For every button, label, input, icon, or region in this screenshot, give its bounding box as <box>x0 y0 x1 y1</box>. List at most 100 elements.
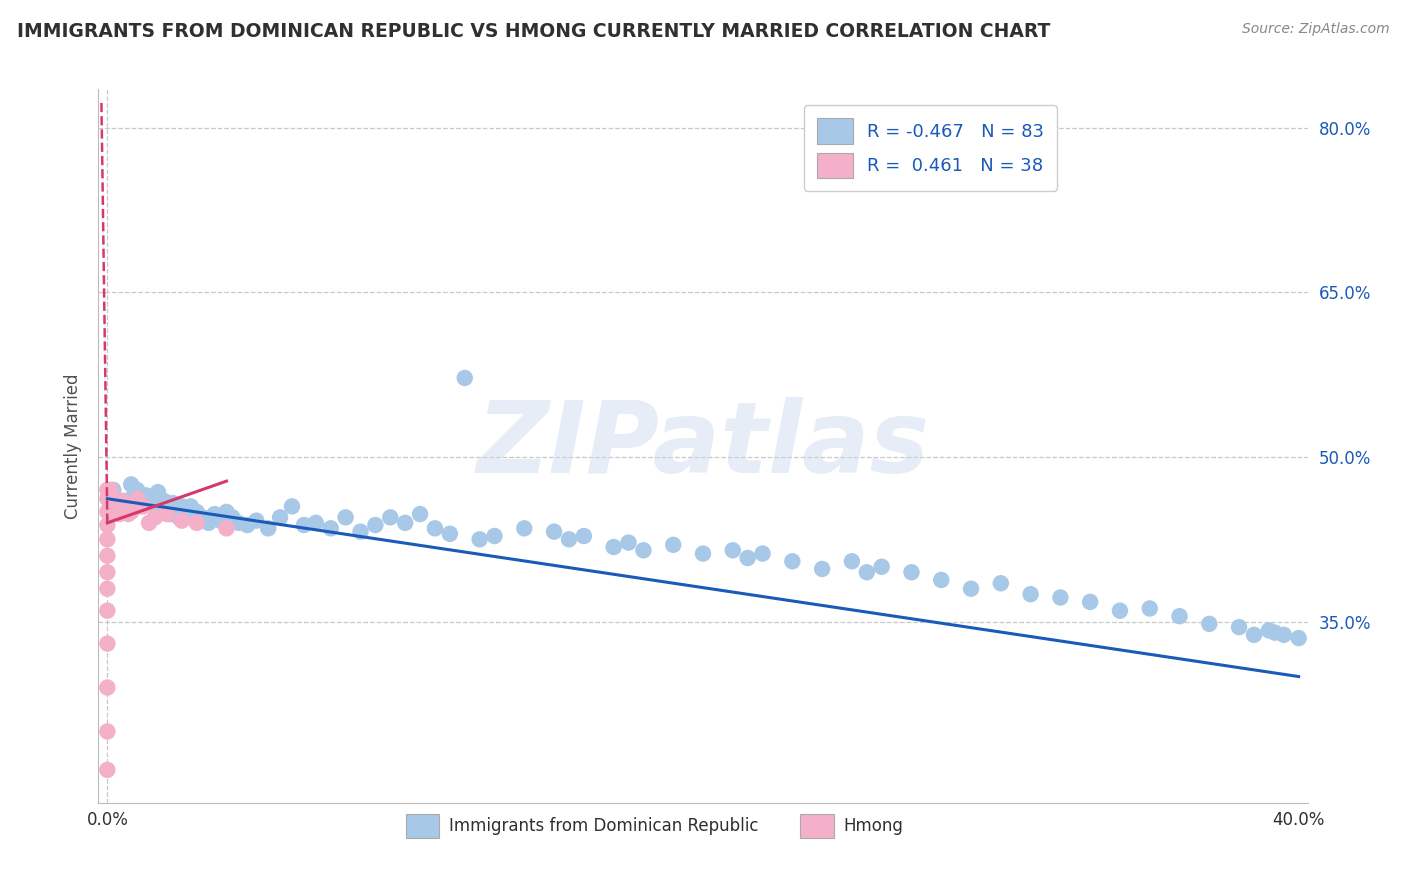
Point <box>215 505 238 519</box>
Point <box>394 516 416 530</box>
Point <box>319 521 342 535</box>
Point <box>127 491 149 506</box>
Point <box>114 500 136 514</box>
Point <box>929 573 952 587</box>
Point <box>129 500 152 514</box>
Point <box>558 533 581 547</box>
Point <box>165 505 187 519</box>
Point <box>127 483 149 497</box>
Point <box>138 516 160 530</box>
Point <box>117 507 139 521</box>
Point <box>96 582 118 596</box>
Point <box>132 500 155 514</box>
Point <box>572 529 595 543</box>
Point <box>177 507 200 521</box>
Point <box>269 510 291 524</box>
Point <box>159 507 181 521</box>
Point <box>96 491 118 506</box>
Point <box>103 483 125 497</box>
Point <box>103 491 125 506</box>
Y-axis label: Currently Married: Currently Married <box>63 373 82 519</box>
Point <box>105 502 128 516</box>
Point <box>856 566 879 580</box>
Point <box>990 576 1012 591</box>
Point <box>96 549 118 563</box>
Point <box>513 521 536 535</box>
Point <box>122 488 145 502</box>
Point <box>1288 631 1310 645</box>
Text: IMMIGRANTS FROM DOMINICAN REPUBLIC VS HMONG CURRENTLY MARRIED CORRELATION CHART: IMMIGRANTS FROM DOMINICAN REPUBLIC VS HM… <box>17 22 1050 41</box>
Point <box>782 554 804 568</box>
Point <box>1078 595 1101 609</box>
Point <box>153 494 176 508</box>
Point <box>96 681 118 695</box>
Point <box>1264 625 1286 640</box>
Point <box>1243 628 1265 642</box>
Point <box>103 500 125 514</box>
Point <box>96 763 118 777</box>
Point <box>143 510 166 524</box>
Point <box>228 516 250 530</box>
Point <box>108 507 131 521</box>
Point <box>191 510 214 524</box>
Point <box>141 491 163 506</box>
Point <box>1257 624 1279 638</box>
Point <box>143 500 166 514</box>
Point <box>751 547 773 561</box>
Point <box>292 518 315 533</box>
Point <box>120 505 142 519</box>
Point <box>737 551 759 566</box>
Point <box>1168 609 1191 624</box>
Point <box>209 514 232 528</box>
Point <box>215 521 238 535</box>
Point <box>96 533 118 547</box>
Point <box>439 526 461 541</box>
Point <box>454 371 477 385</box>
Point <box>257 521 280 535</box>
Point <box>335 510 357 524</box>
Point <box>245 514 267 528</box>
Point <box>364 518 387 533</box>
Point <box>1139 601 1161 615</box>
Point <box>149 502 172 516</box>
Point <box>1198 616 1220 631</box>
Point <box>221 510 243 524</box>
Point <box>1019 587 1042 601</box>
Point <box>138 496 160 510</box>
Point <box>236 518 259 533</box>
Point <box>122 500 145 514</box>
Point <box>721 543 744 558</box>
Point <box>98 483 121 497</box>
Point <box>281 500 304 514</box>
Point <box>96 483 118 497</box>
Point <box>96 637 118 651</box>
Point <box>617 535 640 549</box>
Point <box>146 485 169 500</box>
Point <box>602 540 624 554</box>
Point <box>204 507 226 521</box>
Point <box>162 496 184 510</box>
Point <box>960 582 983 596</box>
Point <box>692 547 714 561</box>
Point <box>811 562 834 576</box>
Point <box>186 516 208 530</box>
Point <box>132 494 155 508</box>
Point <box>305 516 328 530</box>
Point <box>96 604 118 618</box>
Point <box>96 518 118 533</box>
Point <box>170 514 193 528</box>
Point <box>111 494 134 508</box>
Point <box>197 516 219 530</box>
Point <box>468 533 491 547</box>
Point <box>1272 628 1295 642</box>
Point <box>186 505 208 519</box>
Point <box>120 477 142 491</box>
Point <box>156 500 179 514</box>
Point <box>103 505 125 519</box>
Point <box>423 521 446 535</box>
Point <box>98 496 121 510</box>
Point <box>96 505 118 519</box>
Point <box>180 500 202 514</box>
Point <box>98 485 121 500</box>
Point <box>662 538 685 552</box>
